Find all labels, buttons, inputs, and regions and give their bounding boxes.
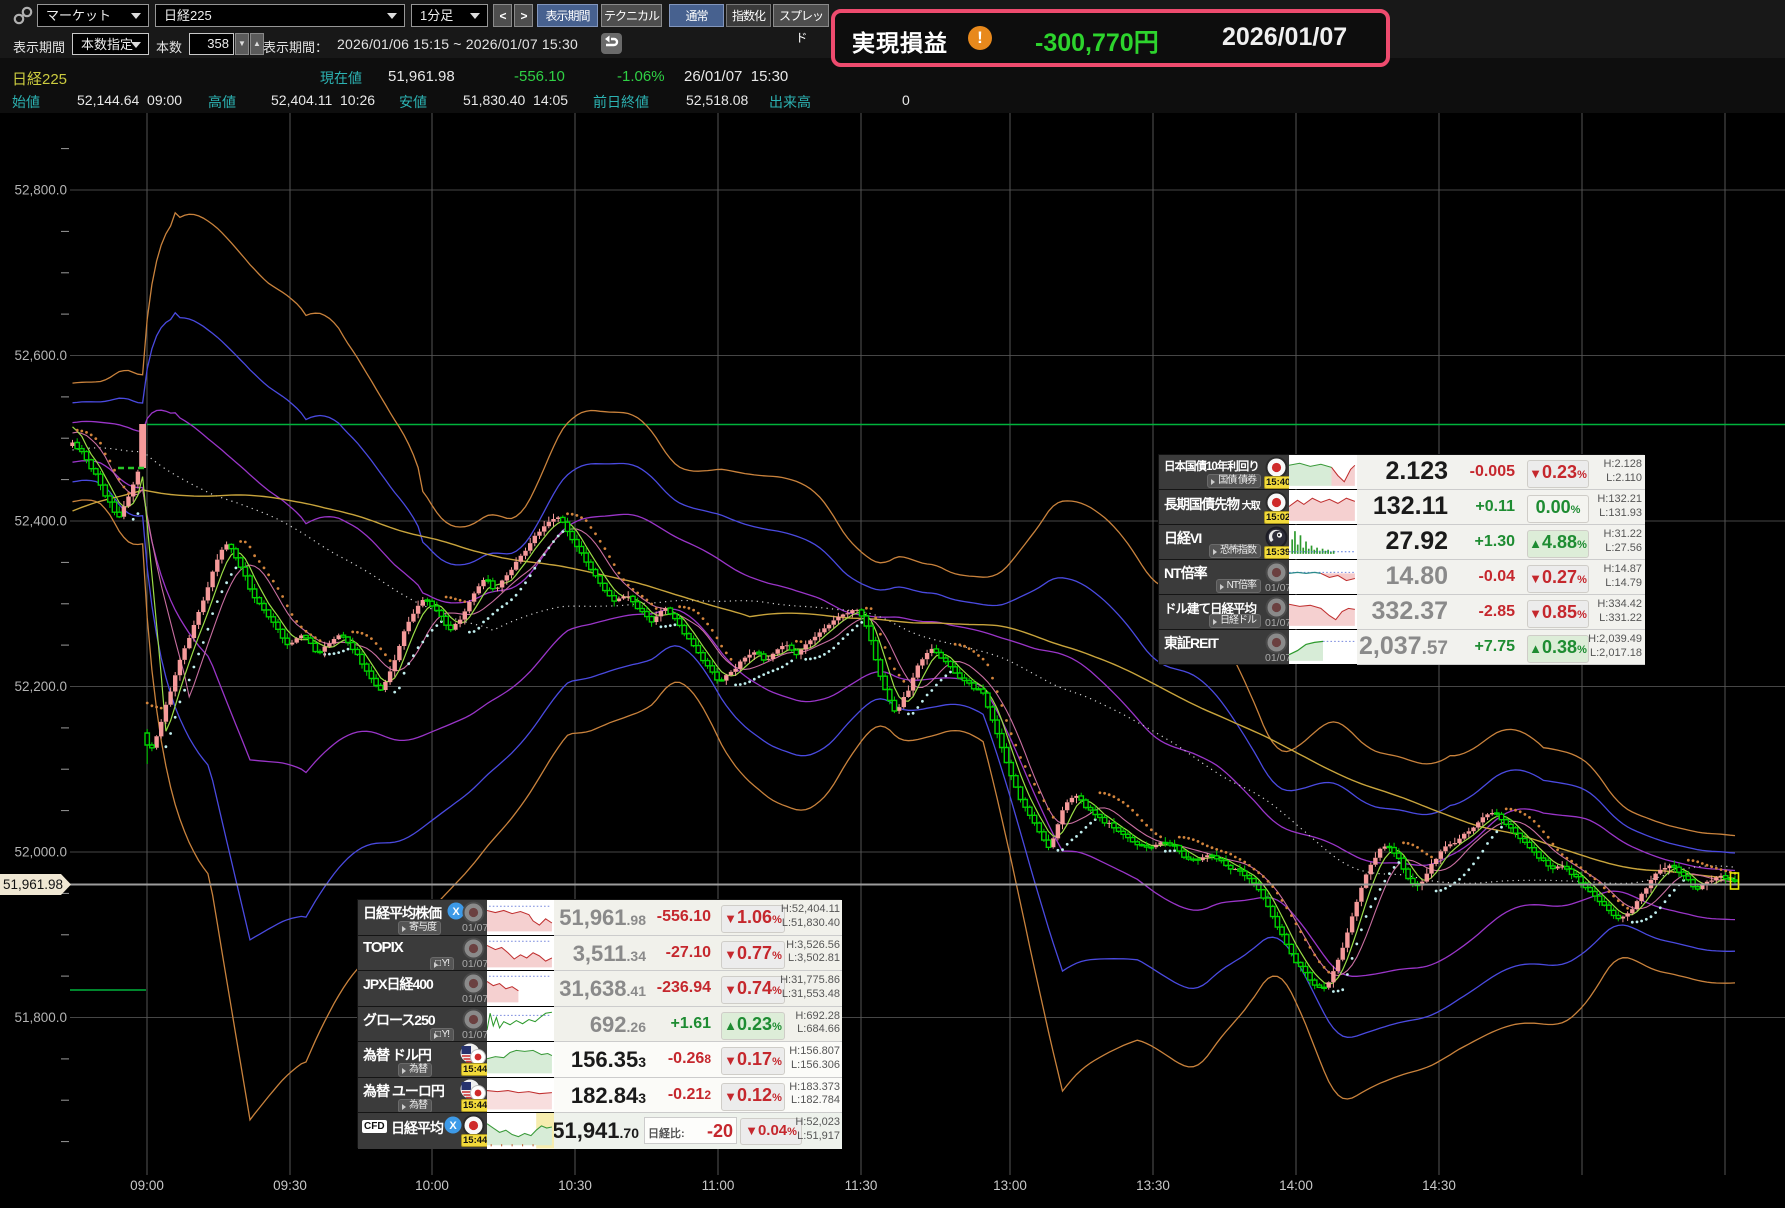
svg-text:13:30: 13:30 <box>1136 1178 1170 1193</box>
svg-text:10:00: 10:00 <box>415 1178 449 1193</box>
svg-text:52,400.0: 52,400.0 <box>14 514 67 529</box>
svg-text:51,961.98: 51,961.98 <box>3 877 63 892</box>
svg-text:52,000.0: 52,000.0 <box>14 845 67 860</box>
svg-text:13:00: 13:00 <box>993 1178 1027 1193</box>
svg-text:51,800.0: 51,800.0 <box>14 1010 67 1025</box>
svg-text:X: X <box>449 1120 457 1132</box>
svg-text:52,200.0: 52,200.0 <box>14 679 67 694</box>
svg-text:09:30: 09:30 <box>273 1178 307 1193</box>
svg-text:X: X <box>452 906 460 918</box>
svg-text:52,600.0: 52,600.0 <box>14 348 67 363</box>
svg-text:52,800.0: 52,800.0 <box>14 183 67 198</box>
svg-text:14:30: 14:30 <box>1422 1178 1456 1193</box>
svg-text:09:00: 09:00 <box>130 1178 164 1193</box>
svg-text:10:30: 10:30 <box>558 1178 592 1193</box>
svg-text:11:30: 11:30 <box>845 1178 878 1193</box>
svg-text:14:00: 14:00 <box>1279 1178 1313 1193</box>
svg-text:11:00: 11:00 <box>702 1178 735 1193</box>
